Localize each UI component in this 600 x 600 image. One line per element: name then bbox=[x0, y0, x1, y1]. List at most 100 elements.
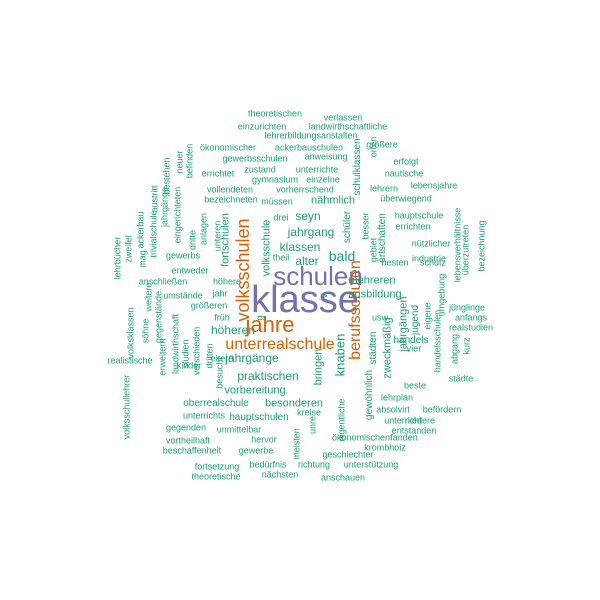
cloud-word: eingerichteten bbox=[172, 186, 183, 244]
cloud-word: nächsten bbox=[261, 469, 299, 480]
cloud-word: ausbildung bbox=[348, 288, 402, 301]
cloud-word: gewerbsschulen bbox=[222, 153, 288, 164]
cloud-word: zweckmäßig bbox=[381, 317, 394, 379]
cloud-word: unre bbox=[307, 415, 318, 435]
cloud-word: söhne bbox=[140, 318, 151, 344]
cloud-word: anlagen bbox=[198, 212, 209, 246]
cloud-word: volksschullehrer bbox=[121, 374, 132, 440]
cloud-word: höhere bbox=[212, 276, 242, 287]
cloud-word: jahrgänge bbox=[225, 351, 279, 365]
cloud-word: beschaffenheit bbox=[162, 445, 222, 456]
cloud-word: gewöhnlich bbox=[364, 369, 375, 421]
cloud-word: besser bbox=[360, 212, 371, 240]
cloud-word: beste bbox=[403, 380, 427, 391]
cloud-word: gebiet bbox=[368, 237, 379, 263]
cloud-word: realistische bbox=[107, 355, 153, 366]
cloud-word: errichten bbox=[395, 221, 431, 232]
cloud-word: besucht bbox=[214, 357, 225, 389]
cloud-word: erweitern bbox=[157, 338, 168, 376]
cloud-word: krombholz bbox=[364, 442, 406, 453]
cloud-word: vortheilhaft bbox=[165, 435, 211, 446]
cloud-word: größere bbox=[366, 139, 398, 150]
cloud-word: gegenstände bbox=[153, 290, 164, 344]
cloud-word: früh bbox=[214, 312, 230, 323]
cloud-word: theoretischen bbox=[247, 108, 303, 119]
cloud-word: mag bbox=[137, 250, 148, 268]
cloud-word: volksschule bbox=[260, 219, 273, 277]
cloud-word: landwirthschaft bbox=[170, 313, 181, 375]
cloud-word: nähmlich bbox=[310, 194, 356, 207]
cloud-word: eigene bbox=[422, 302, 433, 330]
cloud-word: seyn bbox=[295, 209, 321, 223]
cloud-word: ackerbauschulen bbox=[274, 142, 344, 153]
cloud-word: handels bbox=[393, 335, 429, 346]
cloud-word: schutz bbox=[419, 257, 447, 268]
cloud-word: praktischen bbox=[237, 369, 299, 383]
cloud-word: zweifel bbox=[123, 235, 134, 263]
cloud-word: landwirthschaftliche bbox=[308, 121, 388, 132]
cloud-word: jünglinge bbox=[448, 302, 486, 313]
cloud-word: müssen bbox=[261, 196, 293, 207]
cloud-word: bedürfnis bbox=[249, 459, 287, 470]
cloud-word: bestehen bbox=[161, 157, 172, 195]
cloud-word: höheren bbox=[210, 323, 256, 337]
cloud-word: austritt bbox=[149, 185, 160, 213]
cloud-word: realstudien bbox=[448, 322, 494, 333]
cloud-word: industrie bbox=[411, 253, 447, 264]
cloud-word: klasse bbox=[251, 279, 359, 321]
cloud-word: dritten bbox=[204, 343, 215, 369]
cloud-word: orten bbox=[368, 136, 379, 158]
cloud-word: umstände bbox=[163, 290, 203, 301]
cloud-word: gewerbe bbox=[238, 445, 274, 456]
cloud-word: zustand bbox=[244, 164, 276, 175]
cloud-word: bezeichneten bbox=[204, 194, 258, 205]
cloud-word: volksklassen bbox=[125, 307, 136, 359]
cloud-word: überzutreten bbox=[460, 224, 471, 276]
cloud-word: vorherrschend bbox=[276, 184, 334, 195]
cloud-word: lehrbücher bbox=[112, 236, 123, 280]
cloud-word: oberrealschule bbox=[183, 398, 249, 409]
cloud-word: fortsetzung bbox=[194, 461, 240, 472]
cloud-word: theil bbox=[272, 252, 290, 263]
cloud-word: errichtet bbox=[201, 168, 235, 179]
cloud-word: gewerbs bbox=[165, 250, 201, 261]
cloud-word: handelsschulen bbox=[432, 309, 443, 373]
cloud-word: nautische bbox=[384, 168, 424, 179]
cloud-word: hauptschule bbox=[394, 210, 444, 221]
cloud-word: städten bbox=[368, 331, 379, 365]
cloud-word: vier bbox=[406, 343, 422, 354]
cloud-word: erfolgt bbox=[393, 156, 419, 167]
cloud-word: ökonomischen bbox=[331, 432, 391, 443]
cloud-word: schulklassen bbox=[352, 138, 363, 196]
cloud-word: besonderen bbox=[264, 397, 324, 410]
cloud-word: meisten bbox=[291, 428, 302, 460]
cloud-word: überwiegend bbox=[380, 193, 432, 204]
cloud-word: anschließen bbox=[138, 276, 188, 287]
cloud-word: hauptschulen bbox=[229, 412, 289, 423]
cloud-word: lehrerbildungsanstalten bbox=[264, 130, 358, 141]
cloud-word: bezeichnung bbox=[476, 220, 487, 272]
cloud-word: unterstützung bbox=[343, 459, 399, 470]
cloud-word: knaben bbox=[332, 333, 348, 377]
cloud-word: iv bbox=[319, 293, 330, 301]
cloud-word: entweder bbox=[171, 265, 209, 276]
cloud-word: kreise bbox=[296, 407, 322, 418]
cloud-word: unterrichts bbox=[182, 410, 226, 421]
cloud-word: verlassen bbox=[323, 112, 363, 123]
cloud-word: anfangs bbox=[454, 312, 488, 323]
cloud-word: nützlicher bbox=[411, 238, 451, 249]
cloud-word: theoretische bbox=[191, 471, 241, 482]
cloud-word: bald bbox=[328, 248, 356, 264]
cloud-word: kurz bbox=[461, 337, 472, 355]
cloud-word: jahrgang bbox=[287, 225, 335, 239]
cloud-word: hervor bbox=[251, 434, 277, 445]
cloud-word: lebensjahre bbox=[410, 180, 458, 191]
cloud-word: alter bbox=[295, 254, 319, 268]
cloud-word: gymnasium bbox=[251, 174, 299, 185]
cloud-word: niedere bbox=[404, 415, 436, 426]
cloud-word: vorbereitung bbox=[224, 384, 286, 397]
cloud-word: gegenden bbox=[165, 422, 207, 433]
cloud-word: mehreren bbox=[348, 274, 396, 287]
cloud-word: anschauen bbox=[320, 472, 366, 483]
cloud-word: schulen bbox=[273, 261, 363, 291]
